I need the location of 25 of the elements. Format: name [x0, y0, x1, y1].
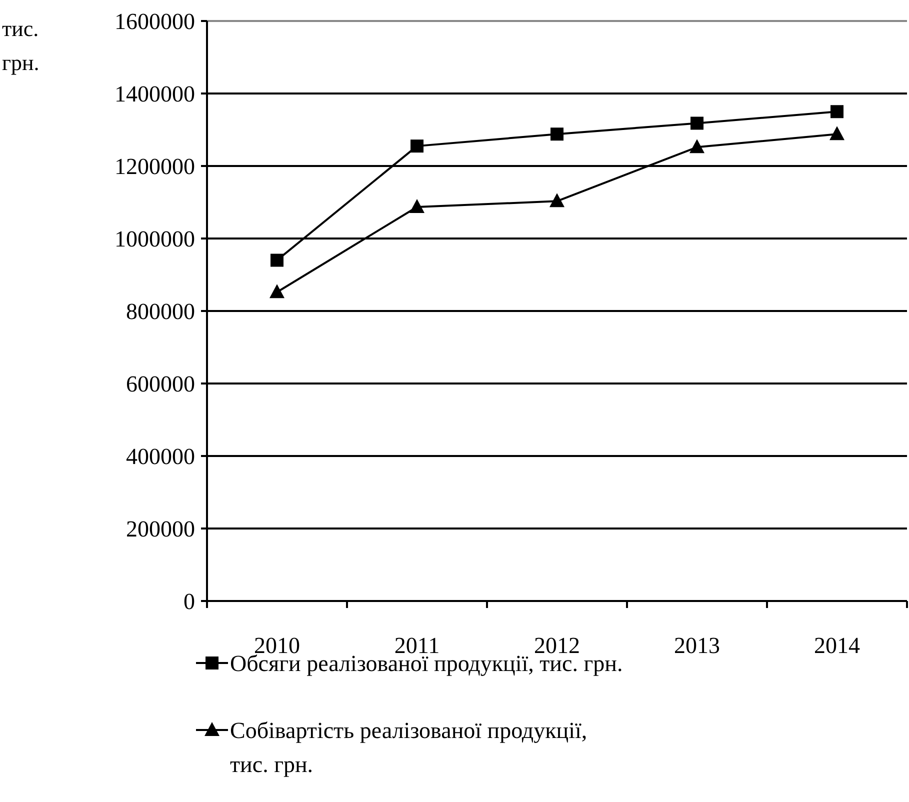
point [270, 284, 284, 298]
x-tick-label: 2013 [674, 633, 720, 658]
point [410, 140, 424, 153]
point [830, 126, 844, 140]
point [410, 198, 424, 213]
y-tick-label: 1400000 [114, 82, 195, 107]
x-tick-label: 2011 [394, 633, 440, 658]
y-tick-label: 600000 [126, 372, 195, 397]
point [550, 128, 564, 141]
point [270, 254, 284, 267]
y-tick-label: 400000 [126, 444, 195, 470]
legend-label: Собівартість реалізованої продукції, тис. грн. [230, 718, 588, 777]
y-tick-label: 1000000 [114, 226, 195, 252]
x-tick-label: 2012 [534, 633, 580, 658]
point [830, 105, 844, 118]
x-tick-label: 2014 [814, 633, 860, 658]
point [690, 116, 704, 130]
y-tick-label: 1200000 [114, 154, 195, 180]
y-axis-title: тис. грн. [2, 16, 40, 75]
y-tick-label: 0 [184, 589, 195, 614]
y-tick-label: 1600000 [114, 9, 195, 34]
y-tick-label: 800000 [126, 299, 195, 324]
y-tick-label: 200000 [126, 516, 195, 542]
point [690, 139, 704, 154]
point [550, 193, 564, 208]
